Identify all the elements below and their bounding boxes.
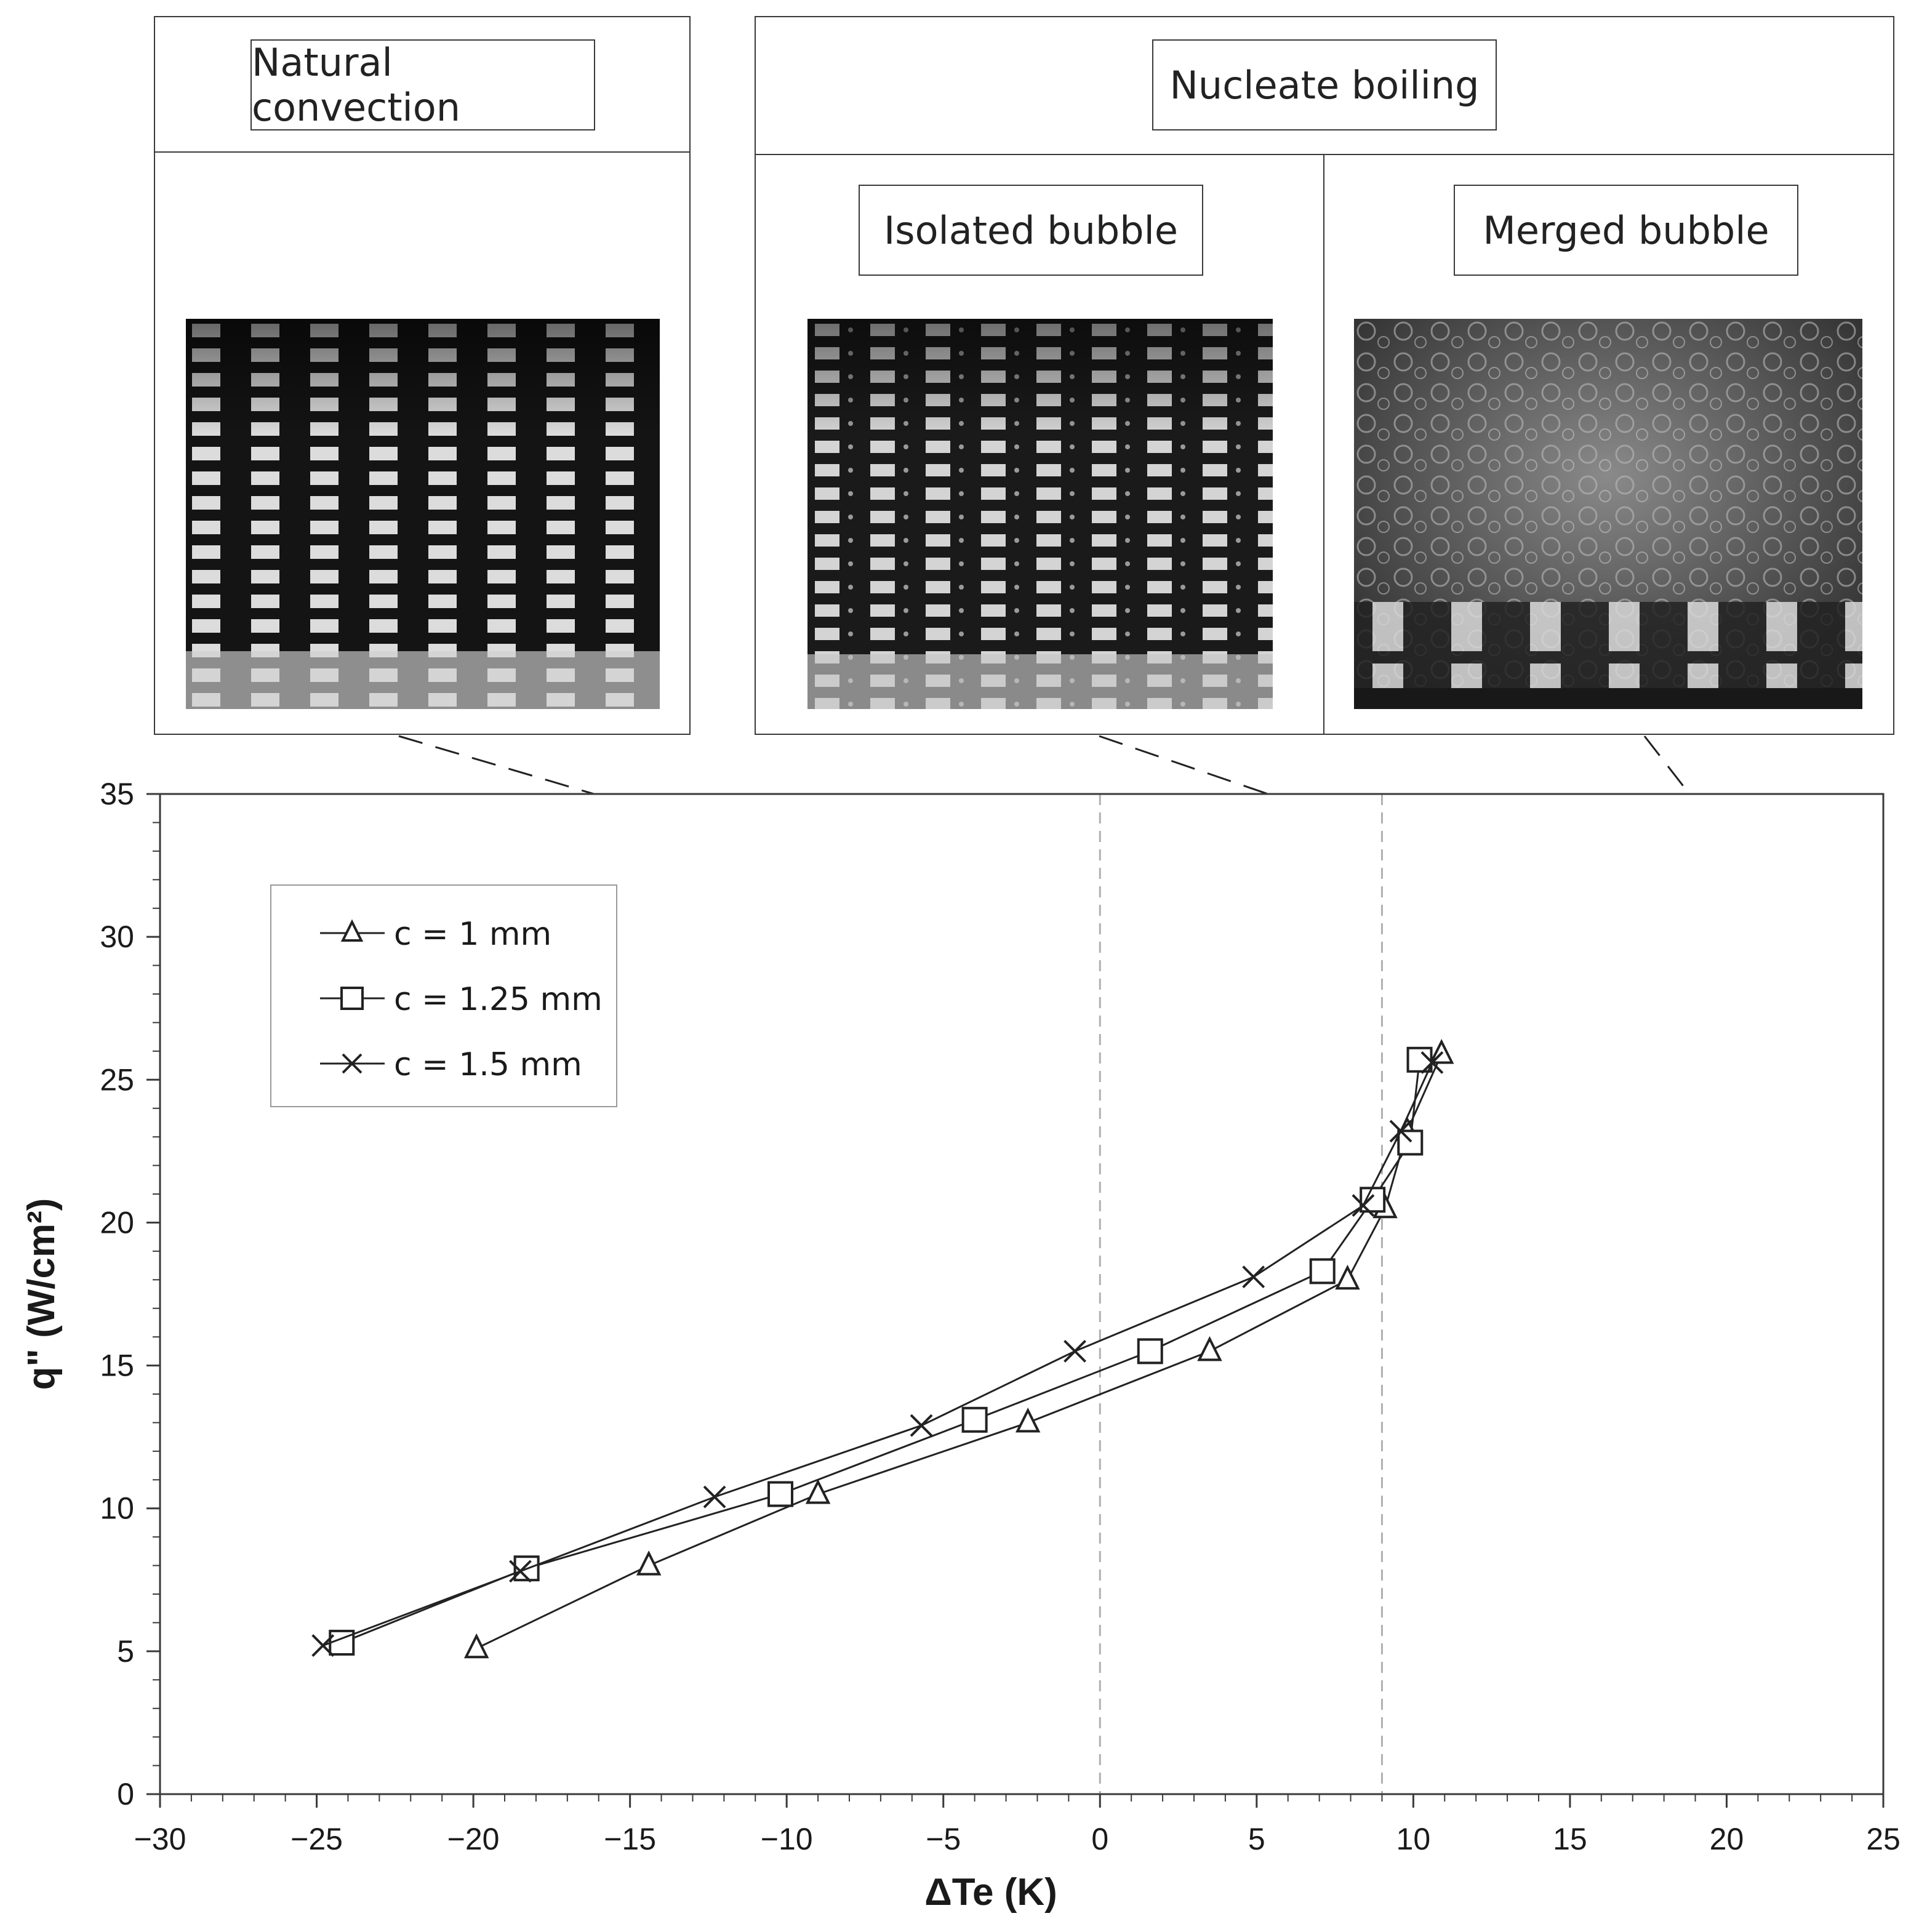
data-point-x	[1420, 1051, 1444, 1074]
x-marker-stroke	[1389, 1120, 1412, 1143]
axis-tick-labels: −30 −25 −20 −15 −10 −5 0 5 10 15 20 25 0 5 10 15 20 25 30 3…	[100, 777, 1900, 1856]
series-1	[463, 1039, 1454, 1659]
panel-connector-lines	[398, 735, 1691, 795]
x-marker-stroke	[1352, 1194, 1375, 1217]
series-line-2	[341, 1059, 1421, 1644]
y-tick-label: 20	[100, 1205, 134, 1240]
data-point-x	[703, 1485, 726, 1509]
x-tick-label: 20	[1710, 1822, 1744, 1856]
data-point-x	[1352, 1194, 1375, 1217]
connector-line-2	[1643, 736, 1691, 795]
isolated-bubble-photo	[807, 319, 1273, 709]
isolated-bubble-photo-art	[807, 319, 1273, 709]
y-tick-label: 10	[100, 1491, 134, 1526]
data-point-x	[1389, 1120, 1412, 1143]
y-tick-label: 5	[117, 1634, 134, 1669]
connector-line-0	[398, 735, 595, 795]
data-point-triangle	[805, 1479, 831, 1504]
x-marker-stroke	[910, 1414, 933, 1437]
legend-label-1: c = 1 mm	[394, 916, 551, 953]
x-marker-stroke	[703, 1485, 726, 1509]
data-point-square	[329, 1629, 355, 1656]
x-tick-label: 10	[1396, 1822, 1431, 1856]
data-point-square	[961, 1406, 988, 1433]
legend-box	[270, 884, 617, 1107]
data-point-square	[1137, 1338, 1163, 1365]
legend-label-2: c = 1.25 mm	[394, 981, 603, 1018]
x-tick-label: 5	[1248, 1822, 1265, 1856]
legend: c = 1 mm c = 1.25 mm c = 1.5 mm	[270, 884, 617, 1107]
merged-bubble-photo	[1354, 319, 1862, 709]
merged-bubble-photo-art	[1354, 319, 1862, 709]
data-point-triangle	[1015, 1407, 1041, 1433]
x-tick-label: −25	[290, 1822, 343, 1856]
nucleate-boiling-label: Nucleate boiling	[1152, 39, 1497, 130]
data-point-triangle	[463, 1633, 489, 1659]
data-point-square	[1397, 1129, 1424, 1156]
data-point-x	[311, 1634, 335, 1657]
x-marker-stroke	[1064, 1339, 1086, 1363]
data-point-square	[767, 1481, 793, 1507]
x-tick-label: −15	[604, 1822, 656, 1856]
nucleate-boiling-column-divider	[1323, 154, 1324, 735]
natural-convection-label: Natural convection	[250, 39, 595, 130]
x-tick-label: −10	[761, 1822, 813, 1856]
data-point-x	[1242, 1265, 1265, 1289]
regime-boundary-lines	[1099, 794, 1383, 1794]
data-series	[311, 1039, 1454, 1659]
data-point-x	[1064, 1339, 1086, 1363]
plot-area-frame	[159, 793, 1885, 1795]
natural-convection-photo	[186, 319, 660, 709]
axis-ticks	[146, 793, 1885, 1808]
x-tick-label: −5	[926, 1822, 961, 1856]
x-tick-label: 25	[1866, 1822, 1901, 1856]
data-point-x	[509, 1560, 532, 1583]
nucleate-boiling-header-divider	[755, 154, 1894, 155]
data-point-triangle	[1335, 1264, 1360, 1290]
y-tick-label: 30	[100, 920, 134, 954]
x-axis-label: ΔTe (K)	[924, 1871, 1057, 1914]
data-point-triangle	[636, 1550, 662, 1576]
data-point-square	[1309, 1258, 1336, 1285]
data-point-triangle	[1197, 1336, 1222, 1361]
x-marker-stroke	[1242, 1265, 1265, 1289]
y-tick-label: 0	[117, 1777, 134, 1811]
legend-marker-x	[342, 1053, 363, 1074]
x-tick-label: 0	[1091, 1822, 1108, 1856]
natural-convection-photo-art	[186, 319, 660, 709]
x-tick-label: 15	[1553, 1822, 1587, 1856]
data-point-x	[910, 1414, 933, 1437]
legend-label-3: c = 1.5 mm	[394, 1046, 582, 1083]
merged-bubble-label: Merged bubble	[1454, 185, 1798, 276]
legend-marker-square	[340, 987, 364, 1010]
x-marker-stroke	[1420, 1051, 1444, 1074]
series-line-3	[323, 1062, 1433, 1646]
series-3	[311, 1051, 1444, 1657]
natural-convection-header-divider	[154, 151, 691, 153]
y-tick-label: 35	[100, 777, 134, 811]
series-2	[329, 1046, 1433, 1656]
x-marker-stroke	[342, 1053, 363, 1074]
x-marker-stroke	[509, 1560, 532, 1583]
y-tick-label: 15	[100, 1349, 134, 1383]
series-line-1	[476, 1053, 1443, 1649]
legend-marker-triangle	[340, 919, 364, 942]
x-tick-label: −30	[134, 1822, 186, 1856]
data-point-square	[1406, 1046, 1433, 1073]
x-marker-stroke	[311, 1634, 335, 1657]
x-tick-label: −20	[447, 1822, 500, 1856]
isolated-bubble-label: Isolated bubble	[859, 185, 1203, 276]
connector-line-1	[1099, 735, 1268, 795]
y-tick-label: 25	[100, 1062, 134, 1097]
y-axis-label: q" (W/cm²)	[20, 1198, 63, 1390]
